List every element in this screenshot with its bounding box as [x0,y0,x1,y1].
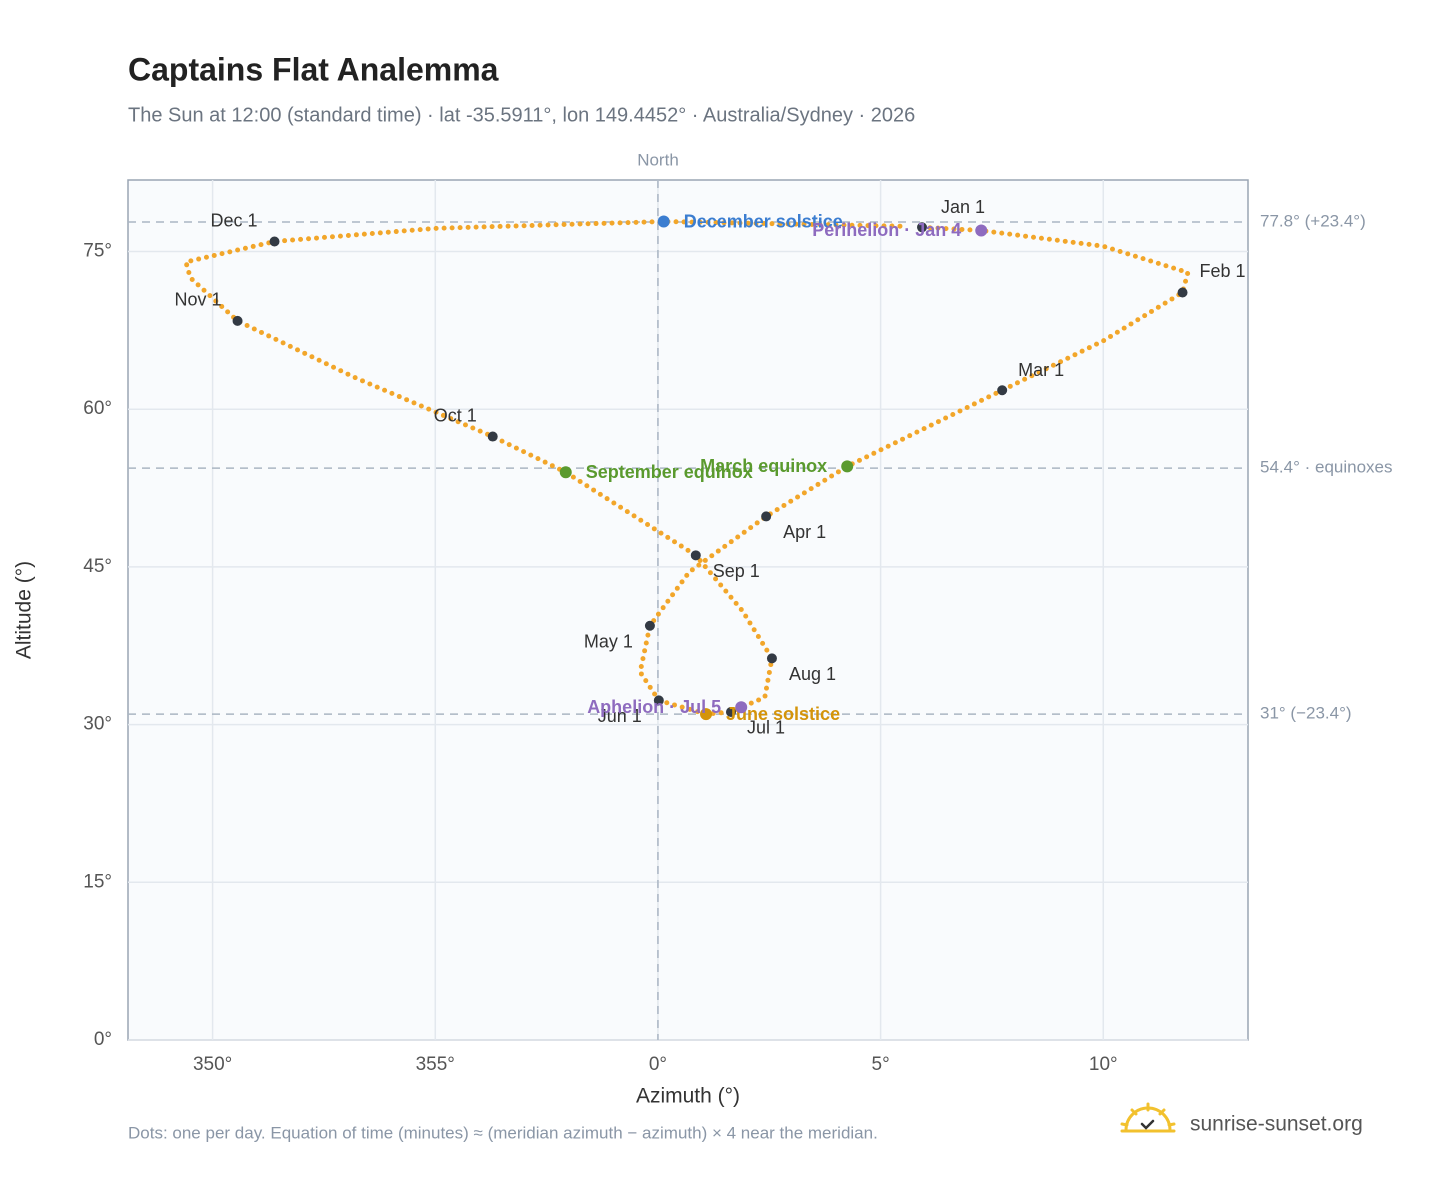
month-label: Jan 1 [941,197,985,217]
month-marker [766,653,777,664]
month-label: Mar 1 [1018,360,1064,380]
month-marker [653,695,664,706]
event-label: Perihelion · Jan 4 [812,220,961,240]
y-tick-label: 45° [83,556,112,577]
footnote: Dots: one per day. Equation of time (min… [128,1123,878,1142]
month-label: Sep 1 [713,561,760,581]
chart-subtitle: The Sun at 12:00 (standard time) · lat -… [128,104,915,126]
brand-logo [1120,1102,1176,1133]
month-marker [269,236,280,247]
month-marker [232,315,243,326]
reference-label: 31° (−23.4°) [1260,704,1352,723]
y-tick-label: 30° [83,714,112,735]
event-marker [700,708,713,721]
month-label: Apr 1 [783,522,826,542]
y-axis-title: Altitude (°) [13,561,36,659]
month-marker [690,550,701,561]
north-label: North [637,150,679,169]
month-label: Feb 1 [1200,261,1246,281]
month-marker [1177,287,1188,298]
event-marker [841,460,854,473]
y-tick-label: 0° [94,1029,112,1050]
x-tick-label: 355° [416,1054,455,1075]
month-label: May 1 [584,632,633,652]
month-label: Jul 1 [747,718,785,738]
event-marker [657,215,670,228]
x-tick-label: 10° [1089,1054,1118,1075]
event-label: June solstice [726,704,840,724]
month-marker [725,706,736,717]
x-axis-title: Azimuth (°) [636,1085,740,1108]
event-label: September equinox [586,462,753,482]
reference-label: 54.4° · equinoxes [1260,458,1393,477]
y-tick-label: 15° [83,871,112,892]
event-label: March equinox [700,456,827,476]
y-tick-label: 60° [83,398,112,419]
month-marker [644,620,655,631]
brand: sunrise-sunset.org [1190,1113,1363,1136]
x-tick-label: 5° [872,1054,890,1075]
plot-area [127,179,1249,1041]
month-marker [761,511,772,522]
reference-label: 77.8° (+23.4°) [1260,212,1366,231]
x-tick-label: 0° [649,1054,667,1075]
event-marker [559,466,572,479]
event-label: Aphelion · Jul 5 [587,697,721,717]
chart-title: Captains Flat Analemma [128,51,499,87]
y-tick-label: 75° [83,241,112,262]
event-label: December solstice [684,211,843,231]
month-label: Aug 1 [789,664,836,684]
x-tick-label: 350° [193,1054,232,1075]
month-marker [917,222,928,233]
month-label: Oct 1 [434,405,477,425]
month-label: Nov 1 [175,290,222,310]
month-label: Jun 1 [598,706,642,726]
month-marker [487,431,498,442]
month-label: Dec 1 [210,210,257,230]
month-marker [997,385,1008,396]
event-marker [735,701,748,714]
event-marker [975,224,988,237]
